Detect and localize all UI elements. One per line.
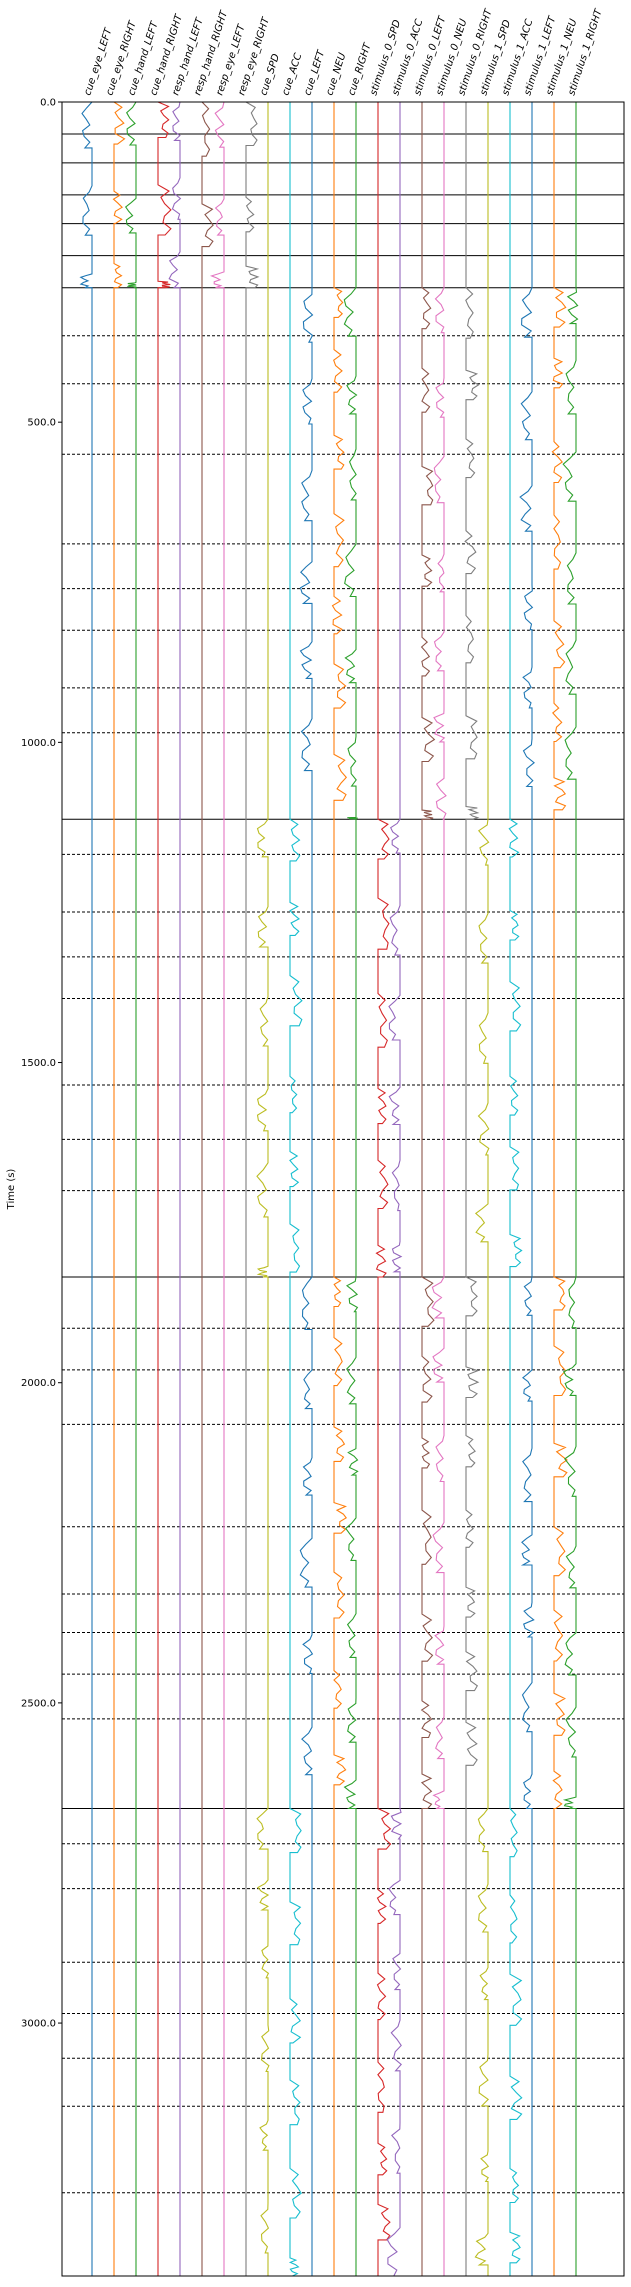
trace-stimulus-1-neu <box>551 102 568 2276</box>
y-tick-label: 1500.0 <box>21 1058 56 1069</box>
trace-stimulus-1-spd <box>474 102 490 2276</box>
y-tick-label: 2000.0 <box>21 1378 56 1389</box>
trace-resp-eye-left <box>209 101 225 2276</box>
trace-stimulus-1-acc <box>508 102 523 2276</box>
channel-label: cue_LEFT <box>302 48 327 97</box>
trace-cue-eye-right <box>112 101 126 2276</box>
trace-resp-hand-left <box>168 101 182 2276</box>
trace-stimulus-1-left <box>519 102 535 2276</box>
trace-stimulus-0-left <box>420 102 436 2276</box>
trace-stimulus-0-acc <box>386 102 403 2277</box>
trace-cue-hand-right <box>157 101 172 2276</box>
channel-label: cue_ACC <box>280 52 304 97</box>
trace-cue-spd <box>256 102 270 2276</box>
trace-resp-hand-right <box>201 101 214 2276</box>
trace-cue-eye-left <box>79 101 93 2276</box>
y-tick-label: 1000.0 <box>21 738 56 749</box>
trace-cue-neu <box>331 102 348 2276</box>
trace-cue-left <box>299 102 314 2276</box>
channel-traces <box>79 101 579 2277</box>
channel-label: cue_SPD <box>258 52 282 97</box>
channel-labels: cue_eye_LEFTcue_eye_RIGHTcue_hand_LEFTcu… <box>82 7 605 97</box>
trace-resp-eye-right <box>245 101 260 2276</box>
event-boundary-lines <box>62 101 624 2194</box>
y-tick-label: 2500.0 <box>21 1698 56 1709</box>
y-tick-label: 0.0 <box>40 98 56 109</box>
y-axis: 0.0 500.0 1000.0 1500.0 2000.0 2500.0 3000.0 <box>21 98 62 2030</box>
trace-stimulus-1-right <box>562 102 579 2276</box>
trace-cue-right <box>343 102 359 2276</box>
trace-stimulus-0-neu <box>431 102 447 2276</box>
y-tick-label: 3000.0 <box>21 2019 56 2030</box>
y-axis-title: Time (s) <box>6 1169 17 1211</box>
trace-stimulus-0-spd <box>375 102 392 2276</box>
y-tick-label: 500.0 <box>27 418 56 429</box>
trace-cue-hand-left <box>124 101 137 2276</box>
trace-stimulus-0-right <box>464 102 480 2276</box>
trace-cue-acc <box>288 102 303 2277</box>
channel-label: cue_NEU <box>324 51 348 97</box>
plot-frame <box>61 101 625 2277</box>
